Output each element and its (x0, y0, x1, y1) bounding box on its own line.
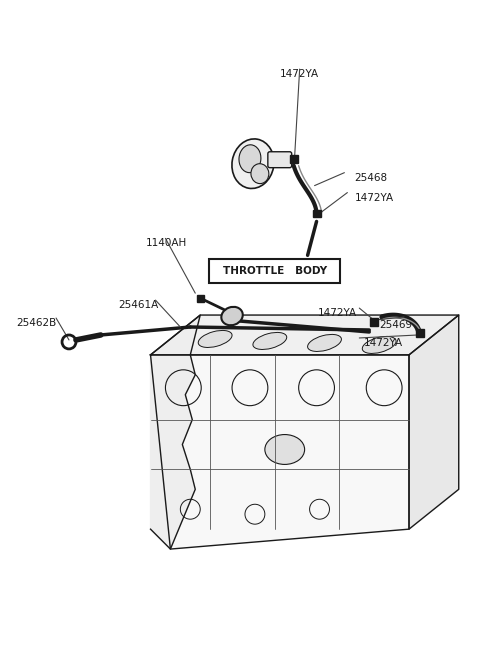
Ellipse shape (308, 334, 341, 351)
FancyBboxPatch shape (268, 152, 292, 168)
Text: 25461A: 25461A (119, 300, 159, 310)
Ellipse shape (221, 307, 243, 325)
Ellipse shape (239, 145, 261, 173)
Polygon shape (151, 315, 200, 549)
Text: 25462B: 25462B (16, 318, 57, 328)
FancyBboxPatch shape (209, 260, 340, 283)
Polygon shape (409, 315, 459, 529)
Text: 1472YA: 1472YA (318, 308, 357, 318)
Bar (290, 155, 298, 163)
Ellipse shape (251, 164, 269, 183)
Ellipse shape (362, 336, 396, 353)
Text: 1472YA: 1472YA (280, 69, 319, 79)
Ellipse shape (232, 139, 274, 189)
Ellipse shape (265, 434, 305, 464)
Bar (416, 329, 424, 337)
Polygon shape (151, 355, 409, 549)
Text: THROTTLE   BODY: THROTTLE BODY (223, 266, 327, 276)
Bar (370, 318, 378, 326)
Circle shape (227, 311, 237, 321)
Ellipse shape (198, 330, 232, 348)
Text: 25469: 25469 (379, 320, 412, 330)
Text: 25468: 25468 (354, 173, 387, 183)
Bar (312, 210, 321, 217)
Text: 1472YA: 1472YA (364, 338, 403, 348)
Polygon shape (151, 315, 459, 355)
Bar (197, 294, 204, 302)
Text: 1140AH: 1140AH (145, 238, 187, 248)
Text: 1472YA: 1472YA (354, 193, 394, 202)
Ellipse shape (253, 332, 287, 350)
